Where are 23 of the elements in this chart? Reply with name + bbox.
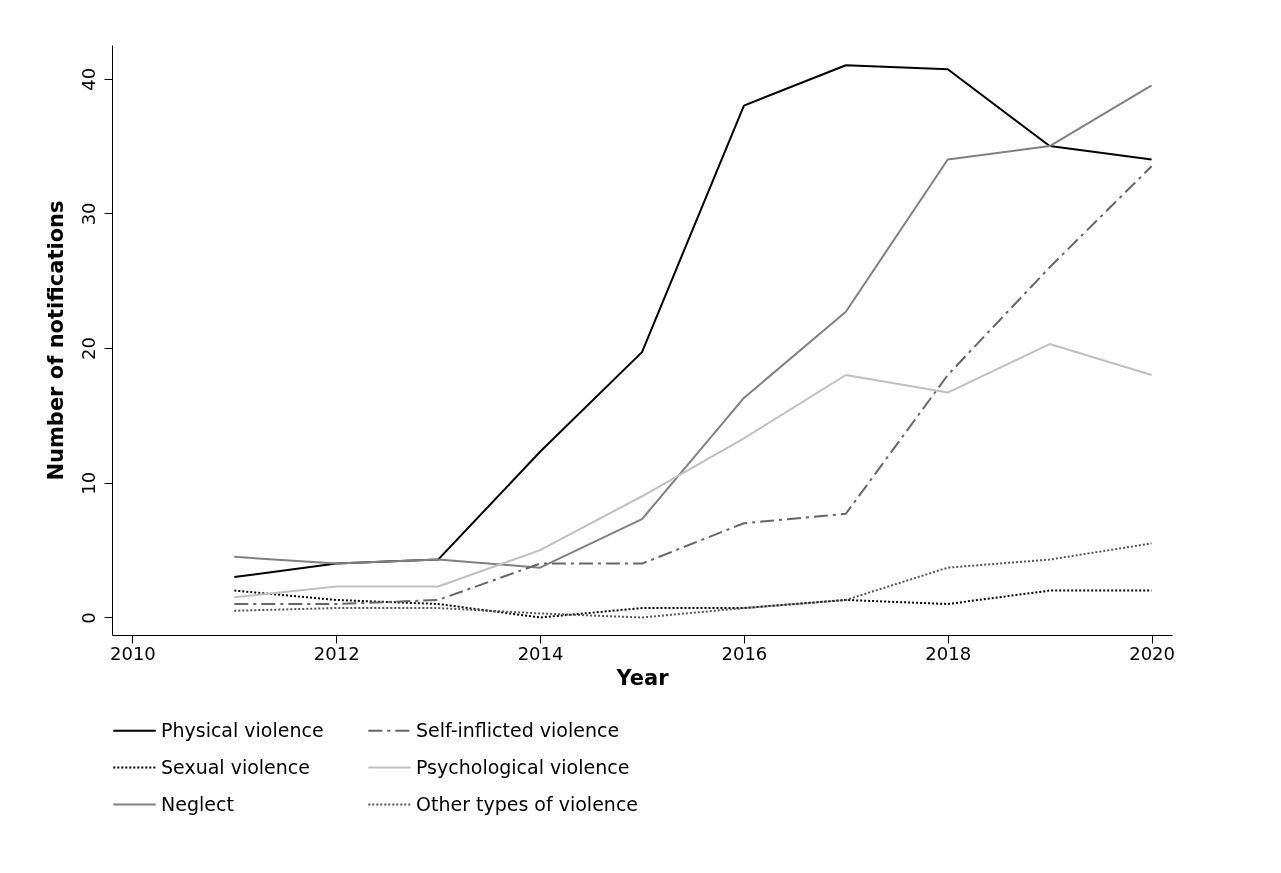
x-tick-label: 2014	[517, 642, 564, 664]
x-tick-label: 2016	[721, 642, 768, 664]
y-tick-label: 0	[77, 612, 99, 624]
y-tick-label: 20	[77, 337, 99, 361]
y-tick-label: 10	[77, 471, 99, 495]
line-series	[233, 589, 1153, 619]
y-tick-label: 30	[77, 202, 99, 226]
line-series	[233, 343, 1153, 599]
legend-label: Sexual violence	[161, 755, 310, 778]
x-axis-title: Year	[615, 665, 670, 690]
x-tick-label: 2020	[1129, 642, 1176, 664]
line-series	[233, 542, 1153, 619]
legend-label: Physical violence	[161, 718, 324, 741]
legend-label: Other types of violence	[416, 792, 639, 815]
legend-label: Neglect	[161, 792, 234, 815]
y-tick-label: 40	[77, 67, 99, 91]
legend-label: Psychological violence	[416, 755, 630, 778]
x-tick-label: 2012	[313, 642, 360, 664]
x-tick-label: 2010	[109, 642, 156, 664]
line-series	[233, 165, 1153, 606]
x-tick-label: 2018	[925, 642, 972, 664]
y-axis-title: Number of notifications	[43, 200, 68, 481]
legend-label: Self-inflicted violence	[416, 718, 620, 741]
